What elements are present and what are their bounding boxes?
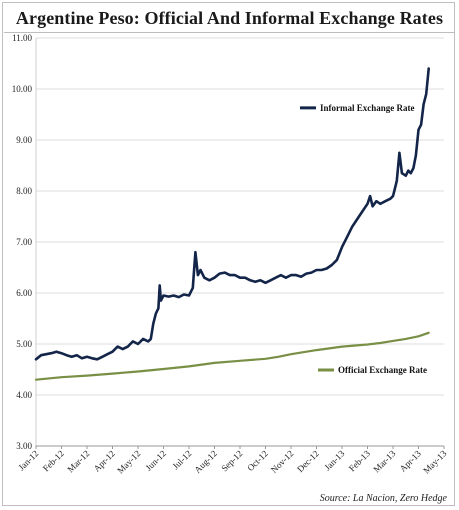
series-line-official [34,331,430,381]
source-note: Source: La Nacion, Zero Hedge [319,493,447,504]
x-tick-label: Mar-13 [371,448,397,474]
y-tick-label: 9.00 [16,135,32,145]
y-tick-label: 7.00 [16,237,32,247]
legend-label-official: Official Exchange Rate [338,365,427,375]
x-tick-label: Jan-12 [16,448,40,472]
x-tick-label: Aug-12 [192,448,219,475]
x-tick-label: Feb-12 [41,448,66,473]
y-tick-label: 8.00 [16,186,32,196]
x-tick-label: Dec-12 [295,448,321,474]
title-divider [4,32,455,33]
x-tick-label: Jun-12 [144,448,168,472]
y-tick-label: 5.00 [16,339,32,349]
x-tick-label: May-12 [115,448,142,475]
chart-frame [2,2,455,506]
x-tick-label: Nov-12 [269,448,296,475]
gridlines [36,37,444,447]
y-tick-label: 4.00 [16,390,32,400]
x-tick-label: Feb-13 [347,448,372,473]
legend: Informal Exchange Rate Official Exchange … [300,103,427,375]
chart-title: Argentine Peso: Official And Informal Ex… [15,8,444,28]
x-tick-label: Sep-12 [219,448,244,473]
legend-label-informal: Informal Exchange Rate [320,103,415,113]
series-lines [34,67,430,381]
y-axis: 3.00 4.00 5.00 6.00 7.00 8.00 9.00 10.00 11.00 [12,33,37,451]
y-tick-label: 3.00 [16,441,32,451]
x-tick-label: Oct-12 [245,448,270,473]
x-tick-label: Apr-13 [398,448,424,474]
x-tick-label: Apr-12 [92,448,117,473]
x-tick-label: Jul-12 [170,448,193,471]
x-tick-label: May-13 [421,448,449,476]
y-tick-label: 10.00 [12,84,33,94]
x-tick-label: Jan-13 [322,448,346,472]
y-tick-label: 6.00 [16,288,32,298]
series-line-informal [34,67,430,361]
x-tick-label: Mar-12 [65,448,91,474]
y-tick-label: 11.00 [12,33,32,43]
